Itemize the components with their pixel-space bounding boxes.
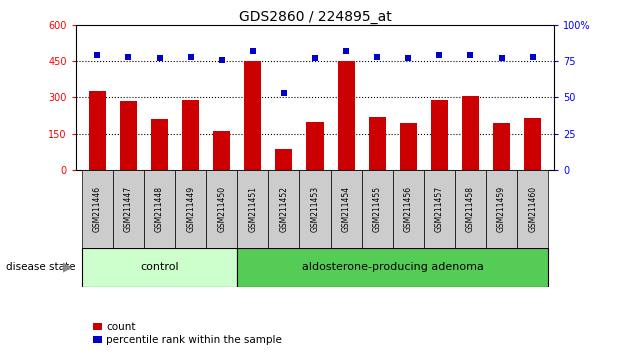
Text: GSM211460: GSM211460 [528,186,537,232]
Bar [82,248,238,287]
Bar [424,170,455,248]
Bar [120,101,137,170]
Point [248,48,258,54]
Bar [82,170,113,248]
Legend: count, percentile rank within the sample: count, percentile rank within the sample [93,322,282,345]
Bar [206,170,238,248]
Bar [338,61,355,170]
Point [434,52,444,58]
Bar [462,96,479,170]
Bar [299,170,331,248]
Title: GDS2860 / 224895_at: GDS2860 / 224895_at [239,10,391,24]
Bar [275,149,292,170]
Text: GSM211449: GSM211449 [186,186,195,232]
Point [279,90,289,96]
Bar [268,170,299,248]
Text: GSM211452: GSM211452 [280,186,289,232]
Bar [493,123,510,170]
Text: GSM211451: GSM211451 [248,186,257,232]
Point [123,54,134,59]
Bar [213,131,231,170]
Text: control: control [140,262,179,272]
Point [310,55,320,61]
Text: GSM211450: GSM211450 [217,186,226,232]
Bar [486,170,517,248]
Point [186,54,196,59]
Bar [524,118,541,170]
Bar [517,170,548,248]
Text: GSM211454: GSM211454 [341,186,350,232]
Text: GSM211448: GSM211448 [155,186,164,232]
Point [466,52,476,58]
Bar [331,170,362,248]
Bar [392,170,424,248]
Bar [362,170,392,248]
Point [372,54,382,59]
Text: disease state: disease state [6,262,76,272]
Point [527,54,537,59]
Point [93,52,103,58]
Bar [175,170,206,248]
Text: GSM211459: GSM211459 [497,186,506,232]
Point [496,55,507,61]
Bar [151,119,168,170]
Bar [244,61,261,170]
Text: GSM211447: GSM211447 [124,186,133,232]
Point [341,48,351,54]
Point [217,57,227,62]
Text: aldosterone-producing adenoma: aldosterone-producing adenoma [302,262,484,272]
Text: GSM211446: GSM211446 [93,186,102,232]
Bar [238,170,268,248]
Bar [89,91,106,170]
Bar [455,170,486,248]
Bar [369,117,386,170]
Bar [431,100,448,170]
Bar [238,248,548,287]
Text: GSM211456: GSM211456 [404,186,413,232]
Bar [399,123,417,170]
Text: GSM211453: GSM211453 [311,186,319,232]
Bar [306,121,324,170]
Bar [144,170,175,248]
Point [403,55,413,61]
Text: GSM211458: GSM211458 [466,186,475,232]
Text: GSM211455: GSM211455 [373,186,382,232]
Bar [113,170,144,248]
Bar [182,100,199,170]
Point [154,55,164,61]
Text: GSM211457: GSM211457 [435,186,444,232]
Text: ▶: ▶ [63,261,73,274]
